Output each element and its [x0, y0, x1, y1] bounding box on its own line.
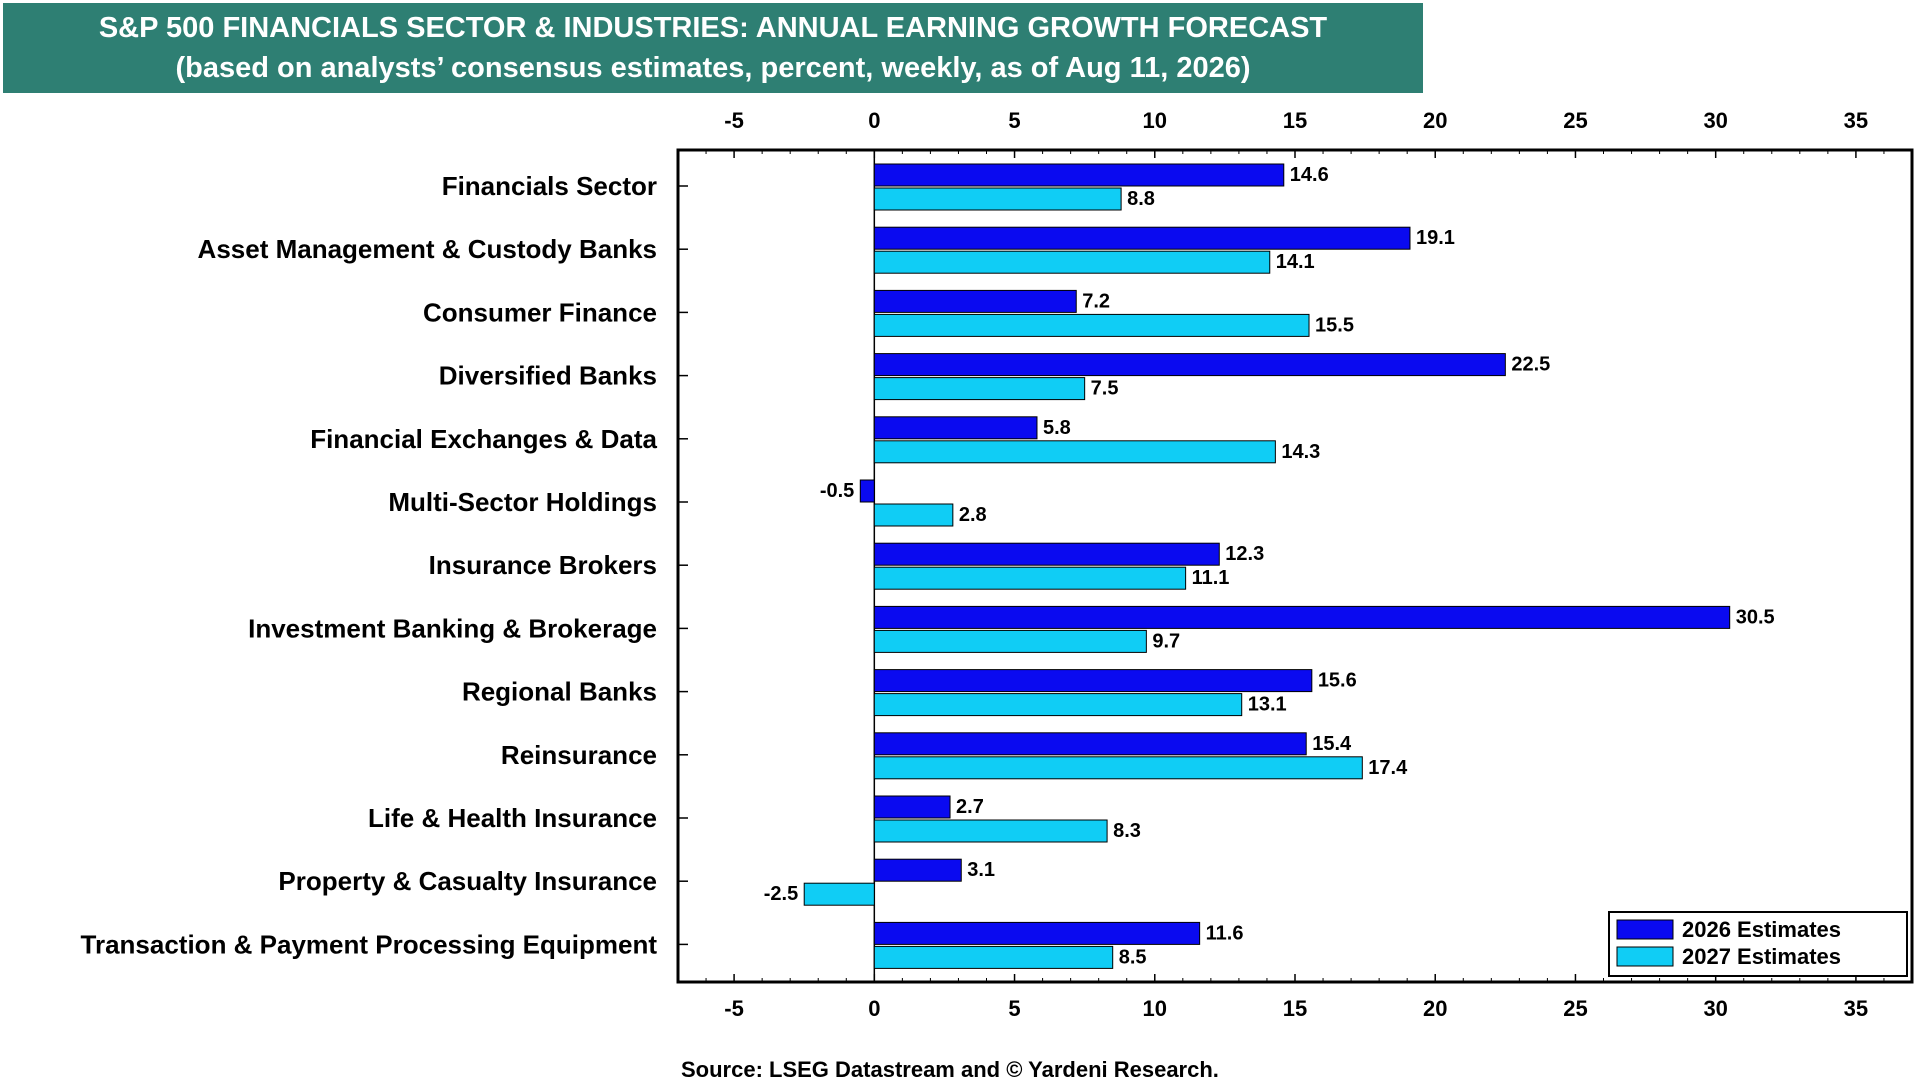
x-tick-label-bottom: 10 [1143, 996, 1167, 1021]
x-tick-label-top: 15 [1283, 108, 1307, 133]
data-label: 12.3 [1225, 543, 1264, 565]
bar-2026 [873, 669, 1313, 693]
bar-2026 [873, 858, 962, 882]
category-label: Multi-Sector Holdings [388, 487, 657, 517]
data-label: 8.8 [1127, 188, 1155, 210]
bar-2027 [873, 377, 1086, 401]
data-label: 8.5 [1119, 946, 1147, 968]
chart-title: S&P 500 FINANCIALS SECTOR & INDUSTRIES: … [98, 12, 1328, 44]
x-tick-label-bottom: -5 [724, 996, 744, 1021]
bar-2026 [873, 921, 1201, 945]
bar-2027 [803, 882, 875, 906]
bar-2026 [873, 416, 1038, 440]
x-tick-label-bottom: 20 [1423, 996, 1447, 1021]
bar-2027 [873, 440, 1276, 464]
bar-2026 [873, 226, 1411, 250]
bar-2026 [873, 605, 1731, 629]
x-tick-label-bottom: 25 [1563, 996, 1587, 1021]
category-label: Diversified Banks [439, 361, 657, 391]
bar-2027 [873, 250, 1271, 274]
x-tick-label-top: 20 [1423, 108, 1447, 133]
x-tick-label-bottom: 15 [1283, 996, 1307, 1021]
category-label: Property & Casualty Insurance [278, 866, 657, 896]
bar-2026 [873, 732, 1307, 756]
bar-2027 [873, 566, 1187, 590]
bar-2027 [873, 819, 1108, 843]
bar-2027 [873, 187, 1122, 211]
data-label: 19.1 [1416, 227, 1455, 249]
data-label: 2.7 [956, 796, 984, 818]
legend-swatch [1616, 946, 1674, 967]
x-tick-label-top: 10 [1143, 108, 1167, 133]
category-label: Asset Management & Custody Banks [198, 234, 657, 264]
chart-subtitle: (based on analysts’ consensus estimates,… [175, 52, 1251, 84]
plot-frame [676, 148, 1914, 984]
data-label: 9.7 [1152, 630, 1180, 652]
source-note: Source: LSEG Datastream and © Yardeni Re… [681, 1057, 1219, 1082]
x-tick-label-top: 30 [1703, 108, 1727, 133]
x-tick-label-top: -5 [724, 108, 744, 133]
x-tick-label-bottom: 30 [1703, 996, 1727, 1021]
data-label: -2.5 [764, 883, 798, 905]
bar-2026 [873, 163, 1285, 187]
data-label: 15.5 [1315, 314, 1354, 336]
category-label: Consumer Finance [423, 297, 657, 327]
bar-2026 [859, 479, 875, 503]
category-label: Financial Exchanges & Data [310, 424, 657, 454]
data-label: 15.4 [1312, 733, 1352, 755]
category-label: Transaction & Payment Processing Equipme… [81, 929, 658, 959]
data-label: 14.1 [1276, 251, 1315, 273]
bar-2026 [873, 795, 951, 819]
bar-2027 [873, 693, 1243, 717]
bar-2027 [873, 313, 1310, 337]
data-label: 22.5 [1511, 354, 1550, 376]
data-label: 7.2 [1082, 290, 1110, 312]
data-label: 15.6 [1318, 670, 1357, 692]
legend-swatch [1616, 919, 1674, 940]
data-label: 8.3 [1113, 820, 1141, 842]
bar-2026 [873, 289, 1077, 313]
bar-2026 [873, 542, 1220, 566]
data-label: 5.8 [1043, 417, 1071, 439]
category-label: Investment Banking & Brokerage [248, 613, 657, 643]
category-label: Financials Sector [442, 171, 657, 201]
data-label: -0.5 [820, 480, 854, 502]
data-label: 11.1 [1192, 567, 1230, 589]
legend-label: 2026 Estimates [1682, 917, 1841, 942]
bar-2027 [873, 945, 1114, 969]
bar-2027 [873, 503, 954, 527]
data-label: 14.6 [1290, 164, 1329, 186]
category-label: Insurance Brokers [429, 550, 657, 580]
chart-title-box: S&P 500 FINANCIALS SECTOR & INDUSTRIES: … [3, 3, 1423, 93]
x-tick-label-top: 5 [1008, 108, 1020, 133]
x-tick-label-bottom: 0 [868, 996, 880, 1021]
data-label: 2.8 [959, 504, 987, 526]
category-label: Reinsurance [501, 740, 657, 770]
x-tick-label-bottom: 35 [1844, 996, 1868, 1021]
x-tick-label-top: 25 [1563, 108, 1587, 133]
data-label: 13.1 [1248, 694, 1287, 716]
data-label: 30.5 [1736, 606, 1775, 628]
data-label: 14.3 [1281, 441, 1320, 463]
data-label: 3.1 [967, 859, 995, 881]
category-label: Regional Banks [462, 677, 657, 707]
bar-2027 [873, 629, 1147, 653]
x-tick-label-bottom: 5 [1008, 996, 1020, 1021]
data-label: 17.4 [1368, 757, 1408, 779]
data-label: 11.6 [1206, 922, 1244, 944]
x-tick-label-top: 35 [1844, 108, 1868, 133]
data-label: 7.5 [1091, 378, 1119, 400]
bar-2027 [873, 756, 1363, 780]
category-label: Life & Health Insurance [368, 803, 657, 833]
legend-label: 2027 Estimates [1682, 944, 1841, 969]
bar-2026 [873, 353, 1506, 377]
x-tick-label-top: 0 [868, 108, 880, 133]
